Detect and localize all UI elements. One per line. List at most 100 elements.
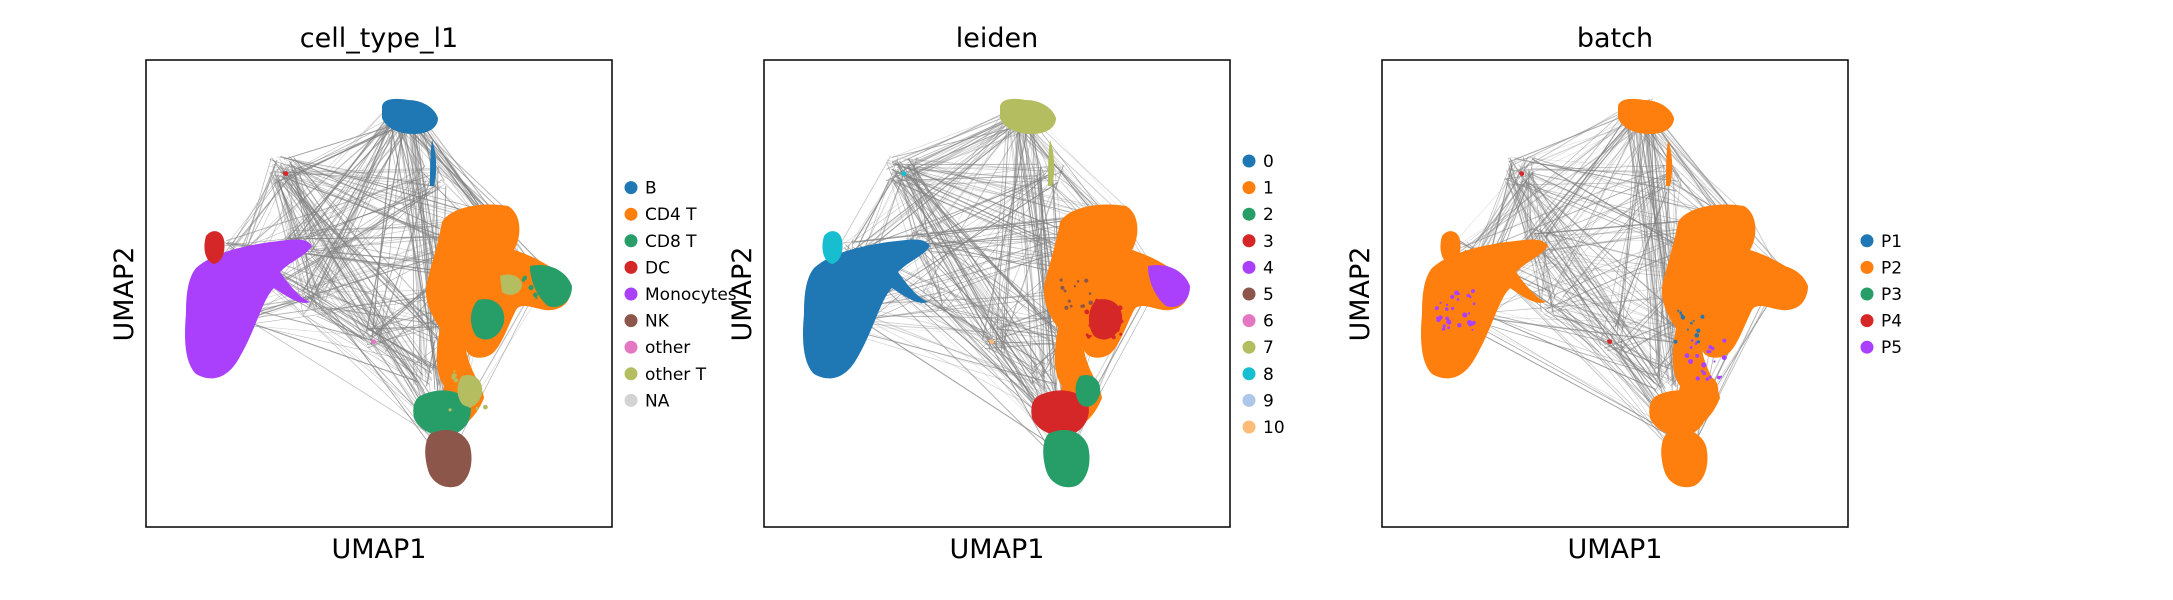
graph-edge (1508, 103, 1632, 178)
graph-edge (1653, 112, 1740, 220)
graph-edge (907, 158, 1054, 384)
panel-title: leiden (956, 23, 1038, 54)
graph-edge (1527, 171, 1666, 389)
graph-edge (1643, 131, 1676, 375)
graph-edge (303, 165, 426, 315)
cell-cluster (1661, 430, 1708, 488)
legend-marker (1860, 234, 1874, 248)
cell-cluster (1048, 140, 1055, 186)
cell-point (1696, 340, 1701, 344)
graph-edge (293, 163, 313, 249)
cell-cluster (457, 374, 483, 407)
graph-edge (1523, 125, 1632, 178)
cell-point (553, 303, 557, 308)
legend-marker (1242, 181, 1256, 195)
graph-edge (911, 112, 1022, 182)
graph-edge (379, 126, 404, 343)
cell-point (540, 276, 544, 280)
legend-label: 5 (1263, 285, 1274, 305)
cell-point (1088, 292, 1092, 295)
graph-edge (289, 161, 315, 245)
graph-edge (1624, 118, 1667, 336)
graph-edge (309, 117, 415, 254)
cell-cluster (1075, 374, 1101, 407)
cell-point (1111, 310, 1115, 315)
cell-point (1111, 335, 1116, 340)
legend-marker (624, 260, 638, 274)
graph-edge (1614, 191, 1668, 328)
legend-label: Monocytes (645, 285, 737, 305)
cell-point (463, 379, 468, 384)
graph-edge (1469, 113, 1636, 242)
graph-edge (1459, 321, 1695, 450)
graph-edge (838, 117, 1018, 248)
graph-edge (1504, 175, 1527, 180)
umap-panel-cell-type: cell_type_l1 UMAP1 UMAP2 B CD4 T CD8 T DC Mo… (109, 23, 737, 565)
graph-edge (304, 290, 452, 329)
graph-edge (1635, 127, 1674, 383)
graph-edge (1473, 305, 1622, 344)
graph-edge (913, 165, 943, 305)
graph-edge (1531, 172, 1725, 216)
graph-edge (1459, 164, 1666, 249)
plot-frame (1381, 59, 1849, 528)
graph-edge (1545, 107, 1634, 238)
graph-edge (1508, 157, 1662, 388)
y-axis-label: UMAP2 (1345, 247, 1376, 342)
legend-marker (1860, 314, 1874, 328)
cell-cluster (283, 171, 289, 176)
graph-edge (1600, 130, 1653, 341)
cell-point (535, 296, 538, 300)
graph-edge (995, 131, 1009, 352)
y-axis-label: UMAP2 (109, 247, 140, 342)
graph-edge (278, 158, 418, 372)
cell-point (1680, 315, 1686, 320)
graph-edge (273, 163, 277, 167)
cell-point (1456, 298, 1460, 301)
cell-point (1457, 292, 1460, 296)
legend-marker (1242, 340, 1256, 354)
graph-edge (988, 347, 1046, 378)
legend-label: CD8 T (645, 232, 697, 252)
cell-point (1084, 309, 1090, 315)
graph-edge (893, 124, 1019, 185)
graph-edge (908, 159, 1066, 440)
cell-point (1119, 332, 1123, 336)
graph-edge (980, 124, 1016, 330)
graph-edge (929, 298, 991, 346)
graph-edge (1475, 178, 1525, 259)
cell-cluster (1031, 390, 1089, 436)
legend-label: 3 (1263, 232, 1274, 252)
graph-edge (282, 170, 321, 305)
cell-point (1679, 311, 1682, 314)
cell-point (1439, 301, 1442, 304)
graph-edge (278, 178, 445, 427)
graph-edge (1562, 175, 1667, 298)
cell-point (1444, 307, 1449, 311)
graph-edge (925, 112, 1024, 240)
cell-point (1080, 304, 1084, 308)
cell-cluster (1000, 98, 1056, 134)
legend-label: other T (645, 365, 707, 385)
graph-edge (412, 112, 415, 386)
graph-edge (1471, 172, 1671, 255)
graph-edge (1524, 169, 1668, 368)
graph-edge (929, 177, 1044, 250)
legend-marker (624, 314, 638, 328)
cell-cluster (1666, 140, 1673, 186)
legend-marker (624, 287, 638, 301)
graph-edge (279, 118, 415, 182)
cell-point (1060, 285, 1065, 290)
graph-edge (942, 185, 1048, 314)
cell-cluster (425, 430, 472, 488)
plot-frame (763, 59, 1231, 528)
legend-marker (1860, 260, 1874, 274)
cell-point (1073, 285, 1077, 288)
cell-clusters (803, 98, 1190, 488)
graph-edge (1535, 114, 1635, 168)
graph-edge (293, 159, 446, 190)
graph-edge (272, 171, 442, 183)
graph-edge (911, 174, 1049, 250)
graph-edge (1470, 184, 1661, 331)
graph-edge (1009, 123, 1045, 378)
